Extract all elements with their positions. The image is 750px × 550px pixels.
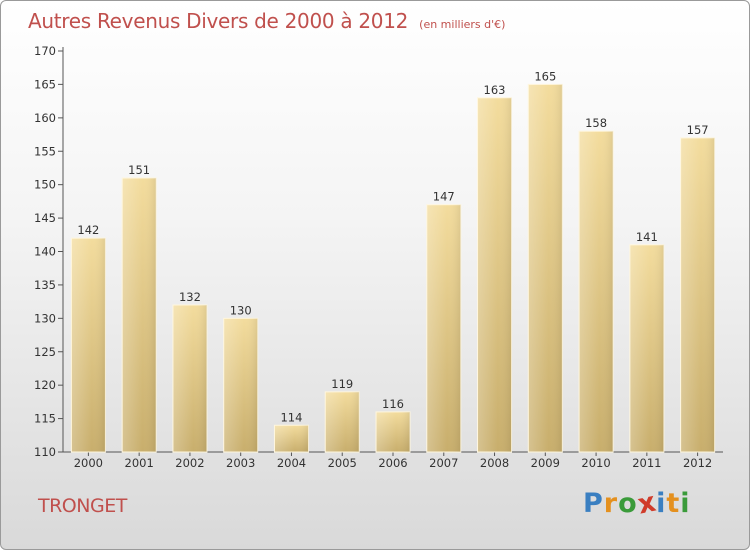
bars [70,83,716,453]
bar-value-label: 151 [128,163,150,177]
bar-value-label: 157 [687,123,709,137]
x-tick-label: 2005 [328,456,357,470]
x-tick-label: 2000 [74,456,103,470]
bar-shade [528,84,563,453]
y-tick-label: 125 [34,345,56,359]
bar-shade [376,411,410,452]
proxiti-logo[interactable]: Proxiti [583,486,691,520]
y-tick-label: 155 [34,144,56,158]
y-tick-label: 130 [34,311,56,325]
bar-value-label: 163 [484,83,506,97]
x-tick-label: 2001 [125,456,154,470]
x-tick-label: 2008 [480,456,509,470]
y-tick-label: 160 [34,111,56,125]
bar-shade [122,177,157,452]
bar-value-label: 165 [534,69,556,83]
bar-shade [426,204,461,452]
x-tick-label: 2003 [226,456,255,470]
bar-shade [579,131,614,452]
x-tick-label: 2009 [531,456,560,470]
y-tick-label: 150 [34,178,56,192]
logo-letter: t [666,488,681,519]
y-tick-label: 170 [34,44,56,58]
x-tick-label: 2007 [429,456,458,470]
x-tick-label: 2011 [632,456,661,470]
chart-title: Autres Revenus Divers de 2000 à 2012 [28,9,409,33]
bar-value-label: 114 [280,410,302,424]
bar-value-label: 147 [433,190,455,204]
bar-shade [71,238,106,452]
bar-shade [325,391,360,452]
x-tick-label: 2004 [277,456,306,470]
logo-letter: o [618,488,638,519]
bar-shade [477,97,512,453]
logo-letter: i [656,488,667,519]
x-tick-label: 2012 [683,456,712,470]
y-tick-label: 145 [34,211,56,225]
logo-letter: P [583,488,604,519]
bar-shade [629,244,664,452]
place-name: TRONGET [38,495,127,517]
y-tick-label: 140 [34,245,56,259]
bar-shade [680,137,715,452]
y-tick-label: 165 [34,77,56,91]
y-tick-label: 115 [34,412,56,426]
chart-unit: (en milliers d'€) [419,18,506,31]
bar-shade [274,425,309,452]
x-tick-label: 2006 [378,456,407,470]
bar-shade [223,318,258,452]
y-tick-label: 110 [34,445,56,459]
y-axis: 110 115 120 125 130 135 140 145 150 155 160 165 170 [34,44,64,459]
y-tick-label: 120 [34,378,56,392]
title-row: Autres Revenus Divers de 2000 à 2012 (en… [28,9,505,33]
bar-shade [172,304,207,452]
bar-value-label: 141 [636,230,658,244]
x-axis: 2000 2001 2002 2003 2004 2005 2006 2007 2008 2009… [63,451,723,470]
bar-value-label: 132 [179,290,201,304]
bar-value-label: 158 [585,116,607,130]
logo-letter: r [603,488,619,519]
logo-letter: i [680,488,691,519]
y-tick-label: 135 [34,278,56,292]
bar-value-label: 130 [230,303,252,317]
bar-value-label: 119 [331,377,353,391]
bar-value-label: 116 [382,397,404,411]
x-tick-label: 2002 [175,456,204,470]
x-tick-label: 2010 [581,456,610,470]
bar-value-label: 142 [77,223,99,237]
data-labels: 142 151 132 130 114 119 116 147 163 165 158 141 157 [77,69,708,424]
